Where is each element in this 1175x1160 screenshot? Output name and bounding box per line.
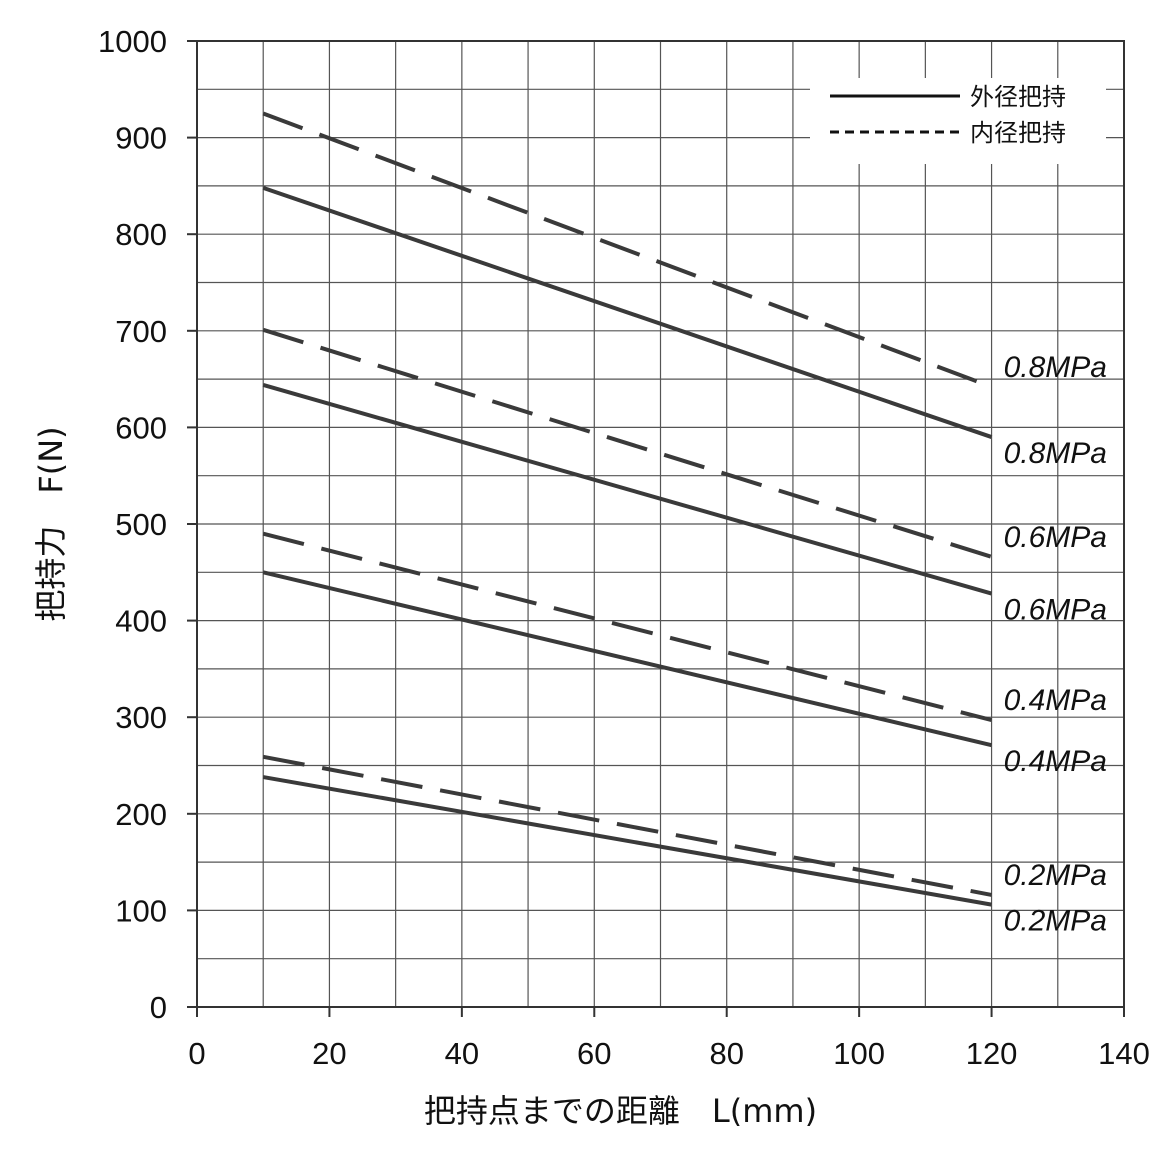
y-tick-label: 100 [115,893,167,928]
y-tick-label: 900 [115,121,167,156]
tick-labels: 0 100 200 300 400 500 600 700 800 900 1000 0 20 40 60 8… [98,24,1150,1071]
series-end-label: 0.2MPa [1004,859,1107,892]
series-end-label: 0.8MPa [1004,437,1107,470]
series-lines [262,111,993,907]
solid-series-line [262,775,992,907]
solid-series-line [262,570,993,748]
y-tick-label: 1000 [98,24,167,59]
x-tick-label: 60 [577,1036,611,1071]
y-tick-label: 500 [115,507,167,542]
series-end-label: 0.4MPa [1004,745,1107,778]
series-end-label: 0.2MPa [1004,905,1107,938]
x-tick-label: 100 [833,1036,885,1071]
legend-label: 外径把持 [970,83,1066,111]
y-tick-label: 400 [115,604,167,639]
y-axis-title: 把持力 F(N) [32,426,70,621]
series-end-label: 0.4MPa [1004,684,1107,717]
x-tick-label: 0 [188,1036,205,1071]
dashed-series-line [262,111,993,389]
x-tick-label: 40 [445,1036,479,1071]
solid-series-line [262,382,993,596]
plot-frame [187,40,1125,1017]
x-tick-label: 120 [966,1036,1018,1071]
y-tick-label: 200 [115,797,167,832]
series-end-label: 0.6MPa [1004,521,1107,554]
x-tick-label: 20 [312,1036,346,1071]
dashed-series-line [262,531,993,723]
series-end-label: 0.8MPa [1004,351,1107,384]
legend-label: 内径把持 [970,119,1066,147]
dashed-series-line [262,754,992,897]
series-end-label: 0.6MPa [1004,594,1107,627]
y-tick-label: 600 [115,410,167,445]
x-axis-title: 把持点までの距離 L(mm) [424,1092,817,1130]
solid-series-line [262,185,993,439]
series-labels: 0.8MPa 0.8MPa 0.6MPa 0.6MPa 0.4MPa 0.4MPa 0.2M… [1004,351,1107,938]
x-tick-label: 80 [709,1036,743,1071]
y-tick-label: 300 [115,700,167,735]
y-tick-label: 700 [115,314,167,349]
dashed-series-line [262,327,993,559]
y-tick-label: 800 [115,217,167,252]
grid [196,40,1125,1008]
y-tick-label: 0 [150,990,167,1025]
x-tick-label: 140 [1098,1036,1150,1071]
legend-box [810,78,1106,164]
